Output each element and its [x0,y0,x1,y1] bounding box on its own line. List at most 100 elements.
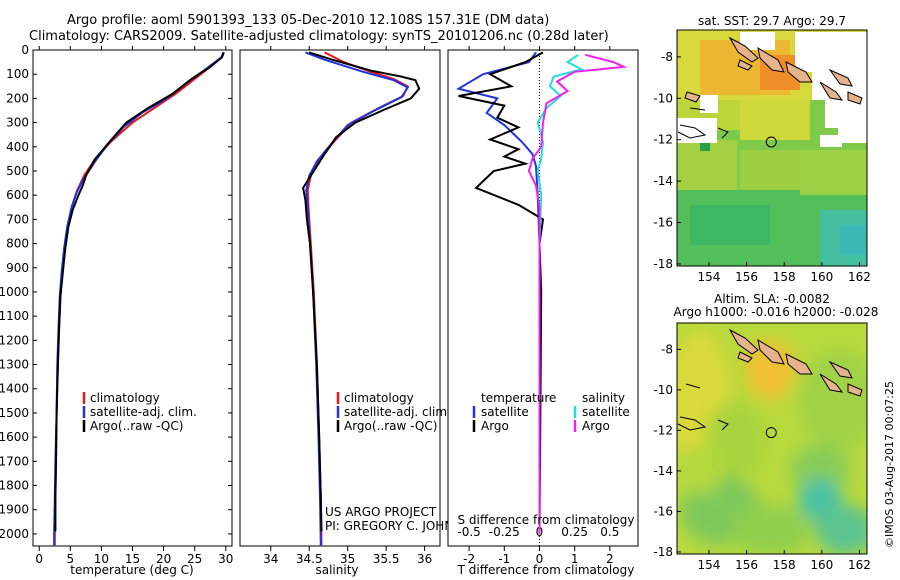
difference-panel: -2 -1 0 1 2-0.5 -0.25 0 0.25 0.5 S difference fr… [447,46,639,577]
x-tick-label: 25 [187,552,202,566]
x-tick-label: 36 [417,552,432,566]
salinity-xlabel: salinity [315,563,358,577]
depth-tick-label: 1200 [0,333,29,347]
map-y-tick-label: -10 [653,383,673,397]
sst-map-frame [676,29,868,267]
series-line-argo-raw-qc- [54,52,225,532]
legend-temperature-heading: temperature [481,391,556,405]
plot-title-line2: Climatology: CARS2009. Satellite-adjuste… [29,29,609,44]
x-tick-label: 10 [94,552,109,566]
x-tick-label: 0 [35,552,43,566]
credit-pi: PI: GREGORY C. JOHNSON [325,519,479,533]
depth-tick-label: 0 [21,43,29,57]
plot-title-line1: Argo profile: aoml 5901393_133 05-Dec-20… [67,13,550,28]
legend-climatology-label: climatology [344,391,414,405]
map-x-tick-label: 156 [735,558,758,572]
x-tick-top-label: -0.5 [457,525,480,539]
series-line-salinity-argo [527,53,628,534]
x-tick-label: 2 [606,552,614,566]
salinity-x-axis: 34 34.5 35 35.5 36 [263,46,432,566]
depth-tick-label: 1600 [0,430,29,444]
salinity-lines [302,51,421,546]
x-tick-top-label: 0.5 [600,525,619,539]
salinity-legend: climatology satellite-adj. clim. Argo(..… [336,391,451,433]
depth-tick-label: 2000 [0,527,29,541]
sst-map-title: sat. SST: 29.7 Argo: 29.7 [698,14,846,28]
map-y-tick-label: -12 [653,133,673,147]
x-tick-top-label: 0.25 [561,525,588,539]
argo-float-marker [765,136,777,148]
temperature-frame [32,49,233,547]
map-x-tick-label: 158 [773,558,796,572]
sla-map-title1: Altim. SLA: -0.0082 [714,292,830,306]
legend-s-argo-label: Argo [582,419,610,433]
argo-float-marker [765,427,777,439]
map-y-tick-label: -12 [653,423,673,437]
map-x-tick-label: 158 [773,270,796,284]
sla-map-title2: Argo h1000: -0.016 h2000: -0.028 [674,305,879,319]
credit-project: US ARGO PROJECT [325,505,437,519]
legend-argo-label: Argo(..raw -QC) [90,419,183,433]
x-tick-label: -1 [498,552,510,566]
temperature-legend: climatology satellite-adj. clim. Argo(..… [82,391,197,433]
temperature-x-axis: 0 5 10 15 20 25 30 [35,46,233,566]
series-line-temperature-argo [458,51,545,534]
x-tick-label: 20 [156,552,171,566]
map-y-tick-label: -10 [653,91,673,105]
map-x-tick-label: 162 [848,558,871,572]
legend-s-satellite-label: satellite [582,405,630,419]
map-y-tick-label: -16 [653,504,673,518]
legend-t-argo-label: Argo [481,419,509,433]
legend-satellite-label: satellite-adj. clim. [344,405,451,419]
depth-tick-label: 600 [6,188,29,202]
depth-tick-label: 1100 [0,309,29,323]
x-tick-label: 5 [66,552,74,566]
depth-tick-label: 300 [6,116,29,130]
x-tick-top-label: -0.25 [489,525,520,539]
legend-satellite-label: satellite-adj. clim. [90,405,197,419]
depth-tick-label: 100 [6,67,29,81]
temperature-panel: 0100200300400500600700800900100011001200… [0,43,638,577]
x-tick-label: 35 [340,552,355,566]
depth-tick-label: 1800 [0,479,29,493]
temperature-xlabel: temperature (deg C) [70,563,193,577]
x-tick-label: 0 [536,552,544,566]
legend-t-satellite-label: satellite [481,405,529,419]
sla-coastline [728,328,863,397]
map-x-tick-label: 154 [698,558,721,572]
salinity-frame [239,49,441,547]
salinity-panel: 34 34.5 35 35.5 36 salinity climatology sate… [239,46,479,577]
map-y-tick-label: -8 [661,342,673,356]
map-y-tick-label: -8 [661,50,673,64]
x-tick-label: 34.5 [296,552,323,566]
map-x-tick-label: 154 [698,270,721,284]
map-y-tick-label: -14 [653,464,673,478]
map-x-tick-label: 160 [810,270,833,284]
legend-climatology-label: climatology [90,391,160,405]
imos-watermark: ©IMOS 03-Aug-2017 00:07:25 [883,381,896,548]
legend-salinity-heading: salinity [582,391,625,405]
sla-map-image [677,323,867,554]
x-tick-label: -2 [463,552,475,566]
map-y-tick-label: -14 [653,174,673,188]
depth-tick-label: 900 [6,261,29,275]
sst-map: sat. SST: 29.7 Argo: 29.7 [653,14,871,284]
sla-map-frame [676,322,868,555]
map-x-tick-label: 160 [810,558,833,572]
depth-tick-label: 200 [6,91,29,105]
depth-tick-label: 1300 [0,358,29,372]
t-difference-label: T difference from climatology [457,563,635,577]
legend-argo-label: Argo(..raw -QC) [344,419,437,433]
map-y-tick-label: -18 [653,257,673,271]
sst-map-axes: 154 156 158 160 162 -8 -10 -12 -14 -16 -18 [653,50,871,284]
depth-tick-label: 700 [6,212,29,226]
difference-legend: temperature salinity satellite Argo sate… [472,391,630,433]
map-y-tick-label: -18 [653,545,673,559]
sla-map-axes: 154 156 158 160 162 -8 -10 -12 -14 -16 -18 [653,342,871,572]
map-y-tick-label: -16 [653,216,673,230]
map-x-tick-label: 162 [848,270,871,284]
sst-cloud-mask [677,32,867,147]
x-tick-label: 34 [263,552,278,566]
difference-x-axis: -2 -1 0 1 2-0.5 -0.25 0 0.25 0.5 [457,46,619,566]
